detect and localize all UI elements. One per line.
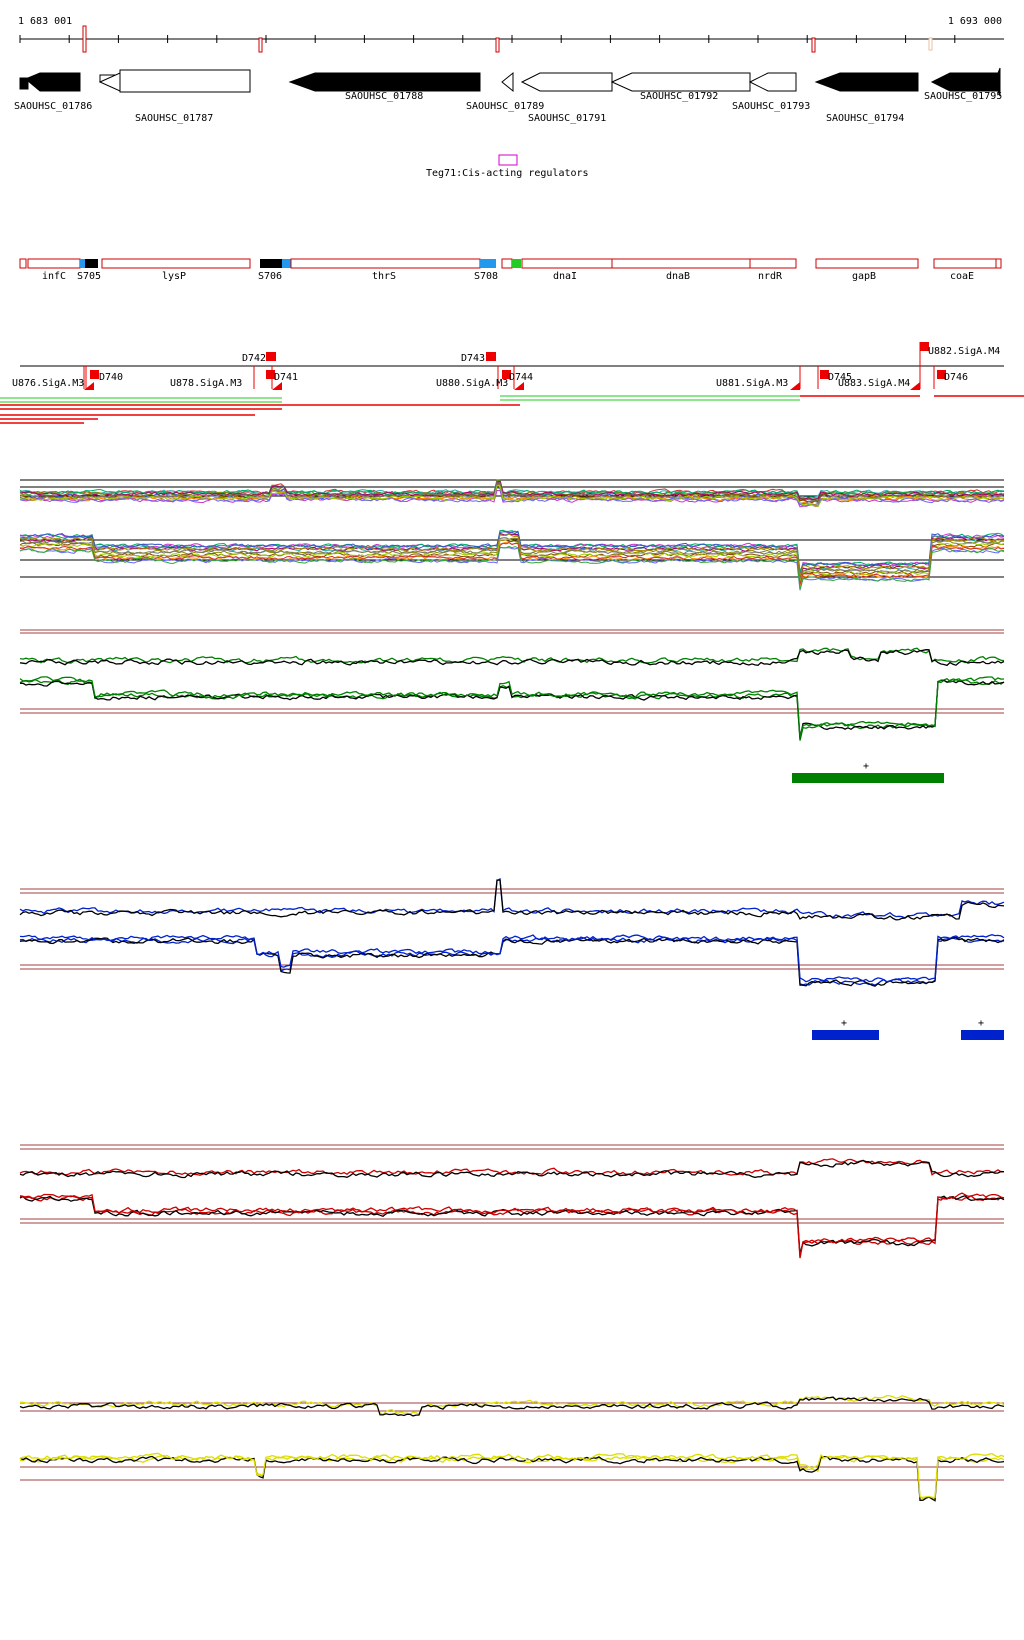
gene-name: nrdR [758, 271, 783, 282]
gene-name: thrS [372, 271, 396, 282]
gene-name: dnaB [666, 271, 690, 282]
segment-mark: + [841, 1018, 847, 1029]
gene-label: SAOUHSC_01795 [924, 91, 1002, 102]
gene-label: SAOUHSC_01794 [826, 113, 904, 124]
transcript-label: D740 [99, 372, 123, 383]
regulator-track: Teg71:Cis-acting regulators [426, 154, 589, 179]
regulator-label: Teg71:Cis-acting regulators [426, 168, 589, 179]
segment-mark: + [863, 761, 869, 772]
expression-panel-green [19, 629, 1005, 741]
segment-mark: + [978, 1018, 984, 1029]
ruler-end-label: 1 693 000 [948, 16, 1002, 27]
transcript-label: D744 [509, 372, 533, 383]
regulator-box[interactable] [498, 154, 518, 166]
gene-arrow-01793[interactable] [748, 72, 797, 92]
gene-arrow-01791[interactable] [520, 72, 613, 92]
gene-name-track: infC S705 lysP S706 thrS S708 dnaI dnaB … [19, 258, 1002, 282]
gene-arrow-01794[interactable] [814, 72, 919, 92]
segment-bar-blue[interactable] [812, 1030, 879, 1040]
gene-name: coaE [950, 271, 974, 282]
ruler-start-label: 1 683 001 [18, 16, 72, 27]
gene-label: SAOUHSC_01793 [732, 101, 810, 112]
expression-panel-red [19, 1144, 1005, 1259]
gene-label: SAOUHSC_01787 [135, 113, 213, 124]
gene-name: dnaI [553, 271, 577, 282]
gene-name: infC [42, 271, 66, 282]
gene-arrow-01786[interactable] [19, 72, 81, 92]
gene-label: SAOUHSC_01791 [528, 113, 606, 124]
transcript-label: D746 [944, 372, 968, 383]
gene-name: lysP [162, 271, 186, 282]
gene-name: gapB [852, 271, 876, 282]
gene-label: SAOUHSC_01788 [345, 91, 423, 102]
transcript-label: D741 [274, 372, 298, 383]
segment-bars: + + + [792, 761, 1004, 1040]
gene-label: SAOUHSC_01789 [466, 101, 544, 112]
transcript-label: U880.SigA.M3 [436, 378, 508, 389]
gene-arrow-01788[interactable] [288, 72, 481, 92]
gene-label: SAOUHSC_01786 [14, 101, 92, 112]
gene-arrow-01787-body [98, 72, 121, 92]
expression-panel-all [19, 479, 1005, 591]
transcript-label: U878.SigA.M3 [170, 378, 242, 389]
transcript-label: U883.SigA.M4 [838, 378, 910, 389]
segment-bar-blue[interactable] [961, 1030, 1004, 1040]
expression-panel-blue [19, 877, 1005, 987]
gene-track: SAOUHSC_01786 SAOUHSC_01787 SAOUHSC_0178… [14, 67, 1002, 124]
segment-bar-green[interactable] [792, 773, 944, 783]
transcript-label: D742 [242, 353, 266, 364]
gene-arrow-01787[interactable] [99, 69, 251, 93]
coordinate-ruler: 1 683 001 1 693 000 [18, 16, 1004, 53]
transcript-label: U882.SigA.M4 [928, 346, 1000, 357]
gene-label: SAOUHSC_01792 [640, 91, 718, 102]
transcript-label: U876.SigA.M3 [12, 378, 84, 389]
gene-arrow-01795[interactable] [930, 67, 1001, 97]
gene-name: S708 [474, 271, 498, 282]
expression-panel-yellow [19, 1394, 1005, 1502]
transcript-track: U876.SigA.M3 D740 U878.SigA.M3 D741 D742… [0, 342, 1024, 424]
gene-name: S706 [258, 271, 282, 282]
transcript-label: D743 [461, 353, 485, 364]
transcript-label: D745 [828, 372, 852, 383]
gene-arrow-01792[interactable] [610, 72, 751, 92]
gene-name: S705 [77, 271, 101, 282]
gene-arrow-01789[interactable] [501, 71, 514, 93]
transcript-label: U881.SigA.M3 [716, 378, 788, 389]
